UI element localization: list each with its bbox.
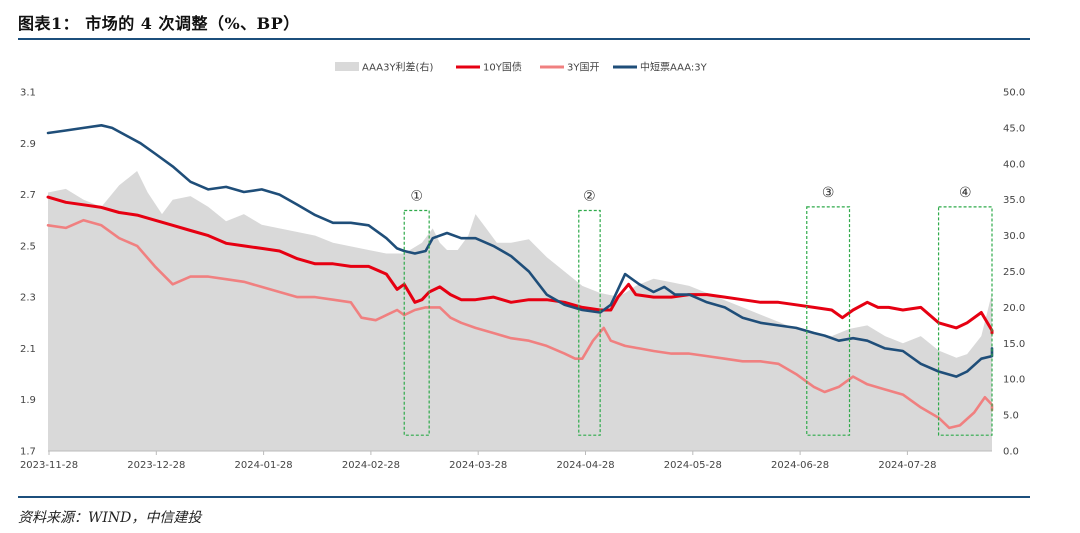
x-tick-label: 2024-01-28 (235, 460, 293, 471)
right-tick-label: 35.0 (1003, 195, 1025, 206)
right-axis: 50.0 45.0 40.0 35.0 30.0 25.0 20.0 15.0 10.0 5.0 0… (1003, 88, 1025, 458)
adjustment-label-3: ③ (822, 185, 835, 201)
right-tick-label: 0.0 (1003, 447, 1019, 458)
page-title: 图表1： 市场的 4 次调整（%、BP） (18, 14, 300, 33)
left-tick-label: 2.5 (20, 241, 36, 252)
x-tick-label: 2024-07-28 (878, 460, 936, 471)
x-tick-label: 2024-04-28 (556, 460, 614, 471)
right-tick-label: 30.0 (1003, 231, 1025, 242)
x-tick-label: 2024-02-28 (342, 460, 400, 471)
series-line-cgb10y (46, 195, 994, 335)
bottom-divider (18, 496, 1030, 498)
legend-label-mtn: 中短票AAA:3Y (640, 61, 708, 74)
legend-label-cdb3y: 3Y国开 (567, 62, 599, 74)
top-divider (18, 38, 1030, 40)
source-note: 资料来源：WIND，中信建投 (18, 510, 202, 526)
plot-area: ① ② ③ ④ (46, 124, 994, 452)
left-tick-label: 2.9 (20, 139, 36, 150)
series-line-cdb3y (46, 218, 994, 430)
right-tick-label: 50.0 (1003, 88, 1025, 99)
legend-label-spread: AAA3Y利差(右) (362, 61, 433, 74)
left-axis: 3.1 2.9 2.7 2.5 2.3 2.1 1.9 1.7 (20, 88, 36, 458)
right-tick-label: 40.0 (1003, 159, 1025, 170)
adjustment-box-3 (806, 206, 851, 436)
right-tick-label: 5.0 (1003, 411, 1019, 422)
series-area-spread (48, 171, 992, 451)
x-tick-label: 2023-11-28 (20, 460, 78, 471)
legend-label-cgb10y: 10Y国债 (483, 61, 522, 74)
left-tick-label: 2.7 (20, 190, 36, 201)
right-tick-label: 45.0 (1003, 123, 1025, 134)
right-tick-label: 20.0 (1003, 303, 1025, 314)
adjustment-label-1: ① (410, 188, 423, 204)
adjustment-box-2 (578, 209, 601, 436)
adjustment-label-2: ② (583, 188, 596, 204)
x-tick-label: 2024-05-28 (664, 460, 722, 471)
left-tick-label: 1.7 (20, 447, 36, 458)
legend-swatch-spread (335, 62, 359, 71)
adjustment-box-4 (937, 206, 993, 436)
x-tick-label: 2024-06-28 (771, 460, 829, 471)
x-tick-label: 2024-03-28 (449, 460, 507, 471)
x-tick-label: 2023-12-28 (127, 460, 185, 471)
left-tick-label: 1.9 (20, 395, 36, 406)
series-line-mtn (46, 124, 994, 378)
adjustment-label-4: ④ (959, 185, 972, 201)
yield-chart: AAA3Y利差(右) 10Y国债 3Y国开 中短票AAA:3Y ① ② ③ ④ 3.1 2.9… (20, 61, 1025, 472)
adjustment-box-1 (403, 209, 430, 436)
x-axis: 2023-11-28 2023-12-28 2024-01-28 2024-02-28… (20, 451, 936, 471)
right-tick-label: 15.0 (1003, 339, 1025, 350)
left-tick-label: 3.1 (20, 88, 36, 99)
left-tick-label: 2.1 (20, 344, 36, 355)
right-tick-label: 10.0 (1003, 375, 1025, 386)
right-tick-label: 25.0 (1003, 267, 1025, 278)
left-tick-label: 2.3 (20, 293, 36, 304)
chart-legend: AAA3Y利差(右) 10Y国债 3Y国开 中短票AAA:3Y (335, 61, 708, 74)
